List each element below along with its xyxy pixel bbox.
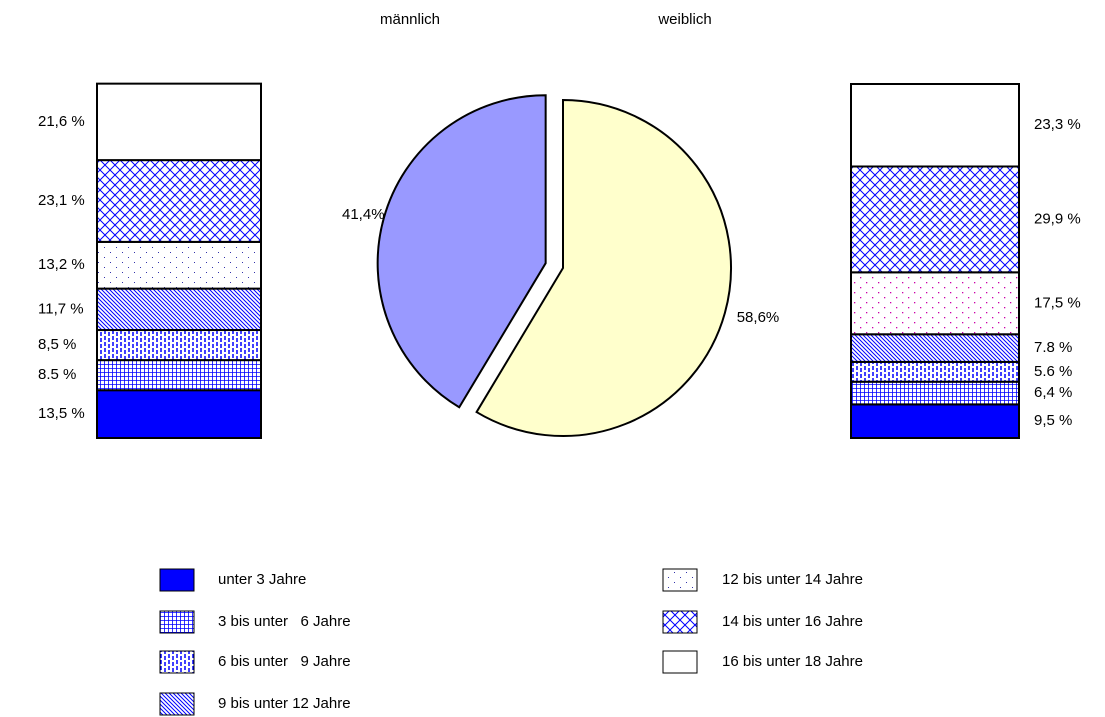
legend-swatch bbox=[159, 568, 195, 592]
bar-value-label: 8.5 % bbox=[38, 366, 76, 383]
bar-value-label: 5.6 % bbox=[1034, 363, 1072, 380]
bar-segment bbox=[96, 82, 262, 162]
bar-segment bbox=[96, 389, 262, 439]
legend-label: 14 bis unter 16 Jahre bbox=[722, 613, 863, 630]
bar-segment bbox=[850, 165, 1020, 274]
pie-value-label: 58,6% bbox=[737, 309, 780, 326]
bar-segment bbox=[96, 329, 262, 362]
bar-segment bbox=[850, 271, 1020, 336]
pie-value-label: 41,4% bbox=[342, 206, 385, 223]
legend-label: 3 bis unter 6 Jahre bbox=[218, 613, 351, 630]
legend-label: unter 3 Jahre bbox=[218, 571, 306, 588]
bar-value-label: 21,6 % bbox=[38, 113, 85, 130]
legend-swatch bbox=[662, 568, 698, 592]
pie-category-label: weiblich bbox=[657, 11, 711, 28]
bar-segment bbox=[850, 380, 1020, 406]
pie-category-label: männlich bbox=[380, 11, 440, 28]
bar-value-label: 13,5 % bbox=[38, 405, 85, 422]
legend-label: 16 bis unter 18 Jahre bbox=[722, 653, 863, 670]
legend-swatch bbox=[159, 692, 195, 716]
bar-segment bbox=[96, 159, 262, 243]
pie-slice bbox=[475, 98, 732, 437]
legend-label: 6 bis unter 9 Jahre bbox=[218, 653, 351, 670]
bar-value-label: 9,5 % bbox=[1034, 412, 1072, 429]
legend-label: 12 bis unter 14 Jahre bbox=[722, 571, 863, 588]
bar-value-label: 6,4 % bbox=[1034, 384, 1072, 401]
bar-segment bbox=[96, 240, 262, 290]
bar-value-label: 23,3 % bbox=[1034, 116, 1081, 133]
bar-segment bbox=[850, 333, 1020, 363]
legend-swatch bbox=[159, 650, 195, 674]
bar-segment bbox=[850, 403, 1020, 439]
bar-value-label: 23,1 % bbox=[38, 192, 85, 209]
bar-segment bbox=[850, 83, 1020, 168]
pie-slice bbox=[376, 94, 547, 409]
bar-segment bbox=[96, 287, 262, 332]
legend-swatch bbox=[159, 610, 195, 634]
legend-swatch bbox=[662, 610, 698, 634]
legend-label: 9 bis unter 12 Jahre bbox=[218, 695, 351, 712]
bar-value-label: 17,5 % bbox=[1034, 294, 1081, 311]
bar-value-label: 8,5 % bbox=[38, 336, 76, 353]
bar-segment bbox=[96, 359, 262, 392]
bar-segment bbox=[850, 360, 1020, 383]
bar-value-label: 11,7 % bbox=[38, 300, 84, 317]
legend-swatch bbox=[662, 650, 698, 674]
bar-value-label: 29,9 % bbox=[1034, 210, 1081, 227]
bar-value-label: 7.8 % bbox=[1034, 339, 1072, 356]
bar-value-label: 13,2 % bbox=[38, 256, 85, 273]
